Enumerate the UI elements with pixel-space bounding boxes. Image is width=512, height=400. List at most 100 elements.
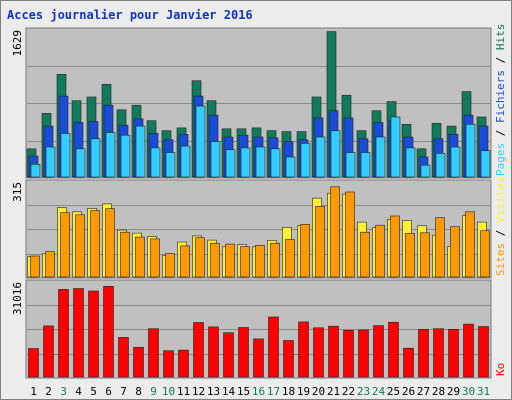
bar-visits-sites-day-20 (315, 206, 325, 278)
legend-ko: Ko (494, 363, 507, 376)
bar-ko-ko-day-22 (343, 329, 354, 378)
bar-hits-pages-day-18 (285, 156, 296, 178)
bar-ko-ko-day-3 (58, 289, 69, 378)
bar-ko-ko-day-18 (283, 340, 294, 378)
bar-visits-sites-day-19 (300, 224, 310, 278)
x-tick-day-8: 8 (135, 385, 142, 398)
panel-visits (25, 179, 492, 279)
bar-hits-pages-day-11 (180, 145, 191, 178)
x-tick-day-17: 17 (267, 385, 280, 398)
legend-item-ko: Ko (494, 363, 507, 376)
bar-hits-pages-day-13 (210, 141, 221, 178)
x-tick-day-13: 13 (207, 385, 220, 398)
x-tick-day-19: 19 (297, 385, 310, 398)
bar-visits-sites-day-4 (75, 214, 85, 278)
bar-visits-sites-day-21 (330, 186, 340, 278)
bar-hits-pages-day-16 (255, 146, 266, 178)
bar-visits-sites-day-29 (450, 226, 460, 278)
bar-hits-pages-day-7 (120, 134, 131, 178)
bar-visits-sites-day-16 (255, 245, 265, 278)
bar-visits-sites-day-18 (285, 239, 295, 278)
bar-visits-sites-day-25 (390, 215, 400, 278)
bar-ko-ko-day-21 (328, 325, 339, 378)
bar-ko-ko-day-28 (433, 328, 444, 378)
x-tick-day-11: 11 (177, 385, 190, 398)
ymax-label-visits: 315 (11, 182, 24, 202)
bar-hits-pages-day-5 (90, 138, 101, 178)
bar-hits-pages-day-24 (375, 136, 386, 178)
bar-ko-ko-day-14 (223, 332, 234, 378)
x-tick-day-7: 7 (120, 385, 127, 398)
x-tick-day-27: 27 (417, 385, 430, 398)
bar-visits-sites-day-3 (60, 212, 70, 278)
bar-ko-ko-day-16 (253, 338, 264, 378)
x-tick-day-6: 6 (105, 385, 112, 398)
legend-separator: / (494, 123, 507, 143)
bar-hits-pages-day-20 (315, 136, 326, 178)
x-tick-day-23: 23 (357, 385, 370, 398)
bar-hits-pages-day-1 (30, 164, 41, 178)
x-tick-day-10: 10 (162, 385, 175, 398)
bar-ko-ko-day-17 (268, 316, 279, 378)
x-tick-day-29: 29 (447, 385, 460, 398)
x-tick-day-26: 26 (402, 385, 415, 398)
legend-item-fichiers: Fichiers (494, 70, 507, 123)
panel-ko (25, 279, 492, 379)
chart-title: Acces journalier pour Janvier 2016 (7, 8, 253, 22)
bar-ko-ko-day-13 (208, 326, 219, 378)
bar-ko-ko-day-19 (298, 321, 309, 378)
bar-visits-sites-day-2 (45, 251, 55, 278)
bar-hits-pages-day-26 (405, 147, 416, 178)
x-tick-day-30: 30 (462, 385, 475, 398)
bar-visits-sites-day-11 (180, 245, 190, 278)
bar-ko-ko-day-20 (313, 327, 324, 378)
bar-hits-pages-day-8 (135, 125, 146, 178)
bar-hits-pages-day-4 (75, 148, 86, 178)
bar-ko-ko-day-10 (163, 350, 174, 378)
ymax-label-ko: 31016 (11, 282, 24, 315)
bar-ko-ko-day-25 (388, 321, 399, 378)
bar-hits-pages-day-10 (165, 152, 176, 178)
bar-visits-sites-day-8 (135, 236, 145, 278)
bar-hits-pages-day-28 (435, 153, 446, 178)
x-tick-day-21: 21 (327, 385, 340, 398)
x-tick-day-2: 2 (45, 385, 52, 398)
bar-hits-pages-day-17 (270, 148, 281, 178)
bar-visits-sites-day-13 (210, 242, 220, 278)
bar-visits-sites-day-6 (105, 208, 115, 278)
bar-ko-ko-day-7 (118, 337, 129, 378)
bar-visits-sites-day-28 (435, 217, 445, 278)
legend-separator: / (494, 50, 507, 70)
bar-hits-pages-day-27 (420, 164, 431, 178)
x-tick-day-24: 24 (372, 385, 386, 398)
bar-visits-sites-day-24 (375, 224, 385, 278)
bar-visits-sites-day-9 (150, 238, 160, 278)
legend-visits: Sites / Visites (494, 177, 507, 276)
x-tick-day-22: 22 (342, 385, 355, 398)
bar-hits-pages-day-29 (450, 146, 461, 178)
panel-hits (25, 27, 492, 179)
bar-hits-pages-day-14 (225, 149, 236, 178)
bar-ko-ko-day-1 (28, 348, 39, 378)
x-tick-day-25: 25 (387, 385, 400, 398)
x-tick-day-15: 15 (237, 385, 250, 398)
bar-ko-ko-day-24 (373, 325, 384, 378)
x-tick-day-20: 20 (312, 385, 325, 398)
bar-visits-sites-day-23 (360, 231, 370, 278)
bar-visits-sites-day-27 (420, 232, 430, 278)
x-tick-day-18: 18 (282, 385, 295, 398)
bar-visits-sites-day-12 (195, 237, 205, 278)
bar-visits-sites-day-7 (120, 231, 130, 278)
bar-hits-pages-day-31 (480, 150, 491, 178)
bar-hits-pages-day-3 (60, 133, 71, 178)
legend-hits: Pages / Fichiers / Hits (494, 24, 507, 176)
bar-hits-pages-day-12 (195, 105, 206, 178)
bar-ko-ko-day-29 (448, 328, 459, 378)
bar-hits-pages-day-15 (240, 147, 251, 178)
x-tick-day-5: 5 (90, 385, 97, 398)
bar-visits-sites-day-22 (345, 191, 355, 278)
bar-ko-ko-day-2 (43, 325, 54, 378)
bar-hits-pages-day-19 (300, 143, 311, 178)
bar-ko-ko-day-4 (73, 288, 84, 378)
